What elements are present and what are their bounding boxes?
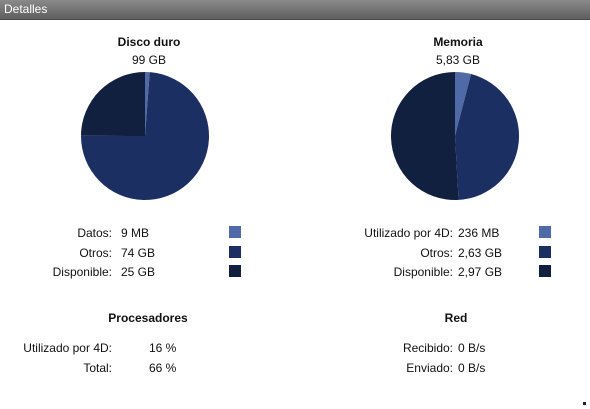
cpu-total-label: Total: [83, 361, 112, 375]
cpu-row-total: Total: [0, 361, 112, 376]
disk-row-data: Datos: [0, 226, 112, 241]
disk-data-label: Datos: [77, 226, 112, 240]
net-received-label: Recibido: [402, 341, 453, 355]
memory-slice-0 [455, 72, 472, 136]
disk-slice-1 [81, 72, 209, 200]
disk-available-value: 25 GB [121, 265, 156, 279]
memory-title: Memoria [433, 35, 483, 49]
memory-slice-1 [455, 74, 519, 200]
disk-pie-chart [81, 72, 209, 200]
cpu-total-value: 66 % [149, 361, 177, 375]
memory-available-swatch [539, 265, 551, 277]
processors-title: Procesadores [108, 311, 188, 325]
disk-other-swatch [229, 246, 241, 258]
memory-available-value: 2,97 GB [458, 265, 503, 279]
disk-available-label: Disponible: [52, 265, 112, 279]
memory-row-available: Disponible: [300, 265, 453, 280]
net-row-received: Recibido: [300, 341, 453, 356]
window-title: Detalles [4, 2, 48, 16]
memory-total: 5,83 GB [435, 53, 481, 67]
disk-slice-0 [145, 72, 150, 136]
cpu-used-label: Utilizado por 4D: [23, 341, 112, 355]
memory-other-label: Otros: [420, 246, 453, 260]
memory-pie-chart [391, 72, 519, 200]
disk-data-value: 9 MB [121, 226, 150, 240]
net-sent-label: Enviado: [406, 361, 453, 375]
net-row-sent: Enviado: [300, 361, 453, 376]
memory-row-used: Utilizado por 4D: [300, 226, 453, 241]
net-sent-value: 0 B/s [458, 361, 486, 375]
memory-used-label: Utilizado por 4D: [364, 226, 453, 240]
memory-row-other: Otros: [300, 246, 453, 261]
disk-slice-2 [81, 72, 145, 136]
network-title: Red [444, 311, 468, 325]
cpu-row-used: Utilizado por 4D: [0, 341, 112, 356]
memory-other-value: 2,63 GB [458, 246, 503, 260]
disk-data-swatch [229, 226, 241, 238]
net-received-value: 0 B/s [458, 341, 486, 355]
cpu-used-value: 16 % [149, 341, 177, 355]
resize-grip-icon[interactable] [583, 402, 586, 405]
disk-other-label: Otros: [79, 246, 112, 260]
disk-total: 99 GB [131, 53, 167, 67]
memory-used-value: 236 MB [458, 226, 500, 240]
memory-available-label: Disponible: [393, 265, 453, 279]
disk-title: Disco duro [117, 35, 181, 49]
memory-slice-2 [391, 72, 459, 200]
memory-used-swatch [539, 226, 551, 238]
disk-available-swatch [229, 265, 241, 277]
disk-row-other: Otros: [0, 246, 112, 261]
memory-other-swatch [539, 246, 551, 258]
details-title-bar: Detalles [0, 0, 590, 20]
disk-row-available: Disponible: [0, 265, 112, 280]
disk-other-value: 74 GB [121, 246, 156, 260]
